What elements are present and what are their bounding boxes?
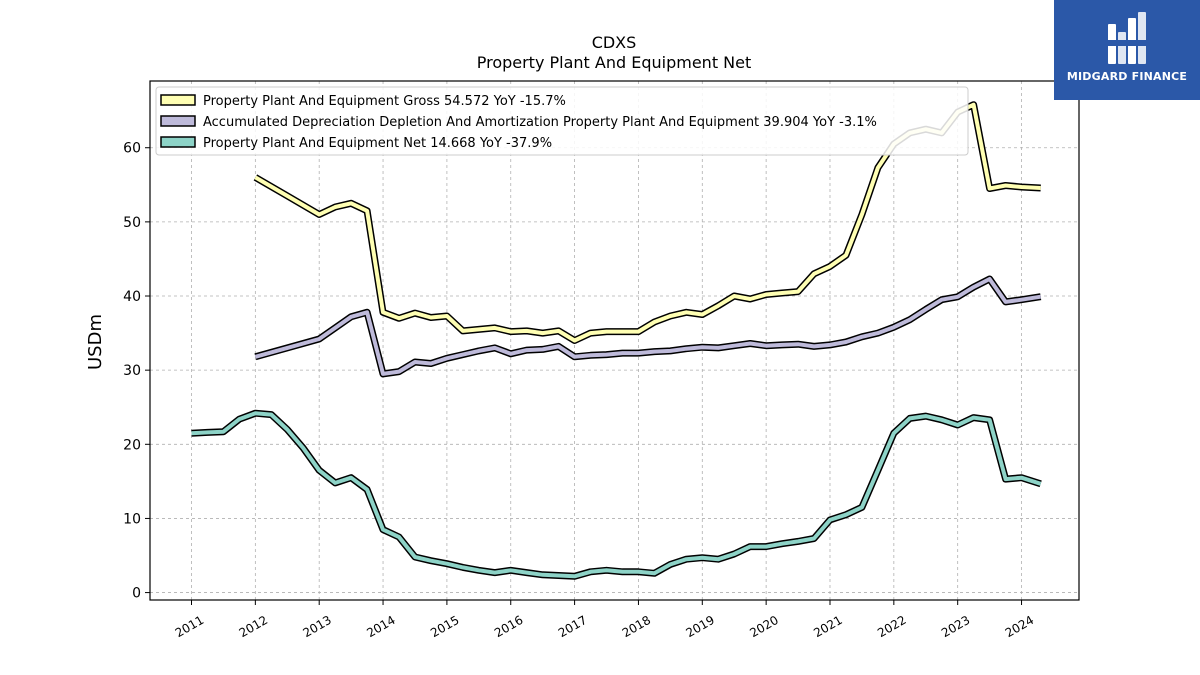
- brand-name: MIDGARD FINANCE: [1066, 70, 1188, 83]
- legend-label: Property Plant And Equipment Gross 54.57…: [203, 94, 566, 109]
- series-line: [191, 411, 1042, 579]
- chart-title: CDXS: [592, 33, 637, 52]
- legend-swatch: [160, 136, 196, 148]
- plot-lines: [191, 101, 1042, 580]
- y-axis: 0 10 20 30 40 50 60: [123, 141, 150, 602]
- y-tick-label: 50: [123, 215, 141, 231]
- y-tick-label: 40: [123, 289, 141, 305]
- y-tick-label: 10: [123, 511, 141, 527]
- chart-subtitle: Property Plant And Equipment Net: [477, 53, 752, 72]
- series-line: [254, 277, 1042, 376]
- y-tick-label: 0: [132, 586, 141, 602]
- legend-label: Property Plant And Equipment Net 14.668 …: [203, 136, 552, 151]
- plot-frame: [149, 80, 1080, 601]
- logo-mark-icon: [1108, 12, 1146, 64]
- y-tick-label: 30: [123, 363, 141, 379]
- legend-swatch: [160, 115, 196, 127]
- y-tick-label: 20: [123, 437, 141, 453]
- y-axis-label: USDm: [85, 314, 106, 370]
- legend-label: Accumulated Depreciation Depletion And A…: [203, 115, 877, 130]
- brand-logo: MIDGARD FINANCE: [1054, 0, 1200, 100]
- legend: Property Plant And Equipment Gross 54.57…: [155, 86, 969, 156]
- legend-swatch: [160, 94, 196, 106]
- legend-box: [155, 86, 969, 156]
- y-tick-label: 60: [123, 141, 141, 157]
